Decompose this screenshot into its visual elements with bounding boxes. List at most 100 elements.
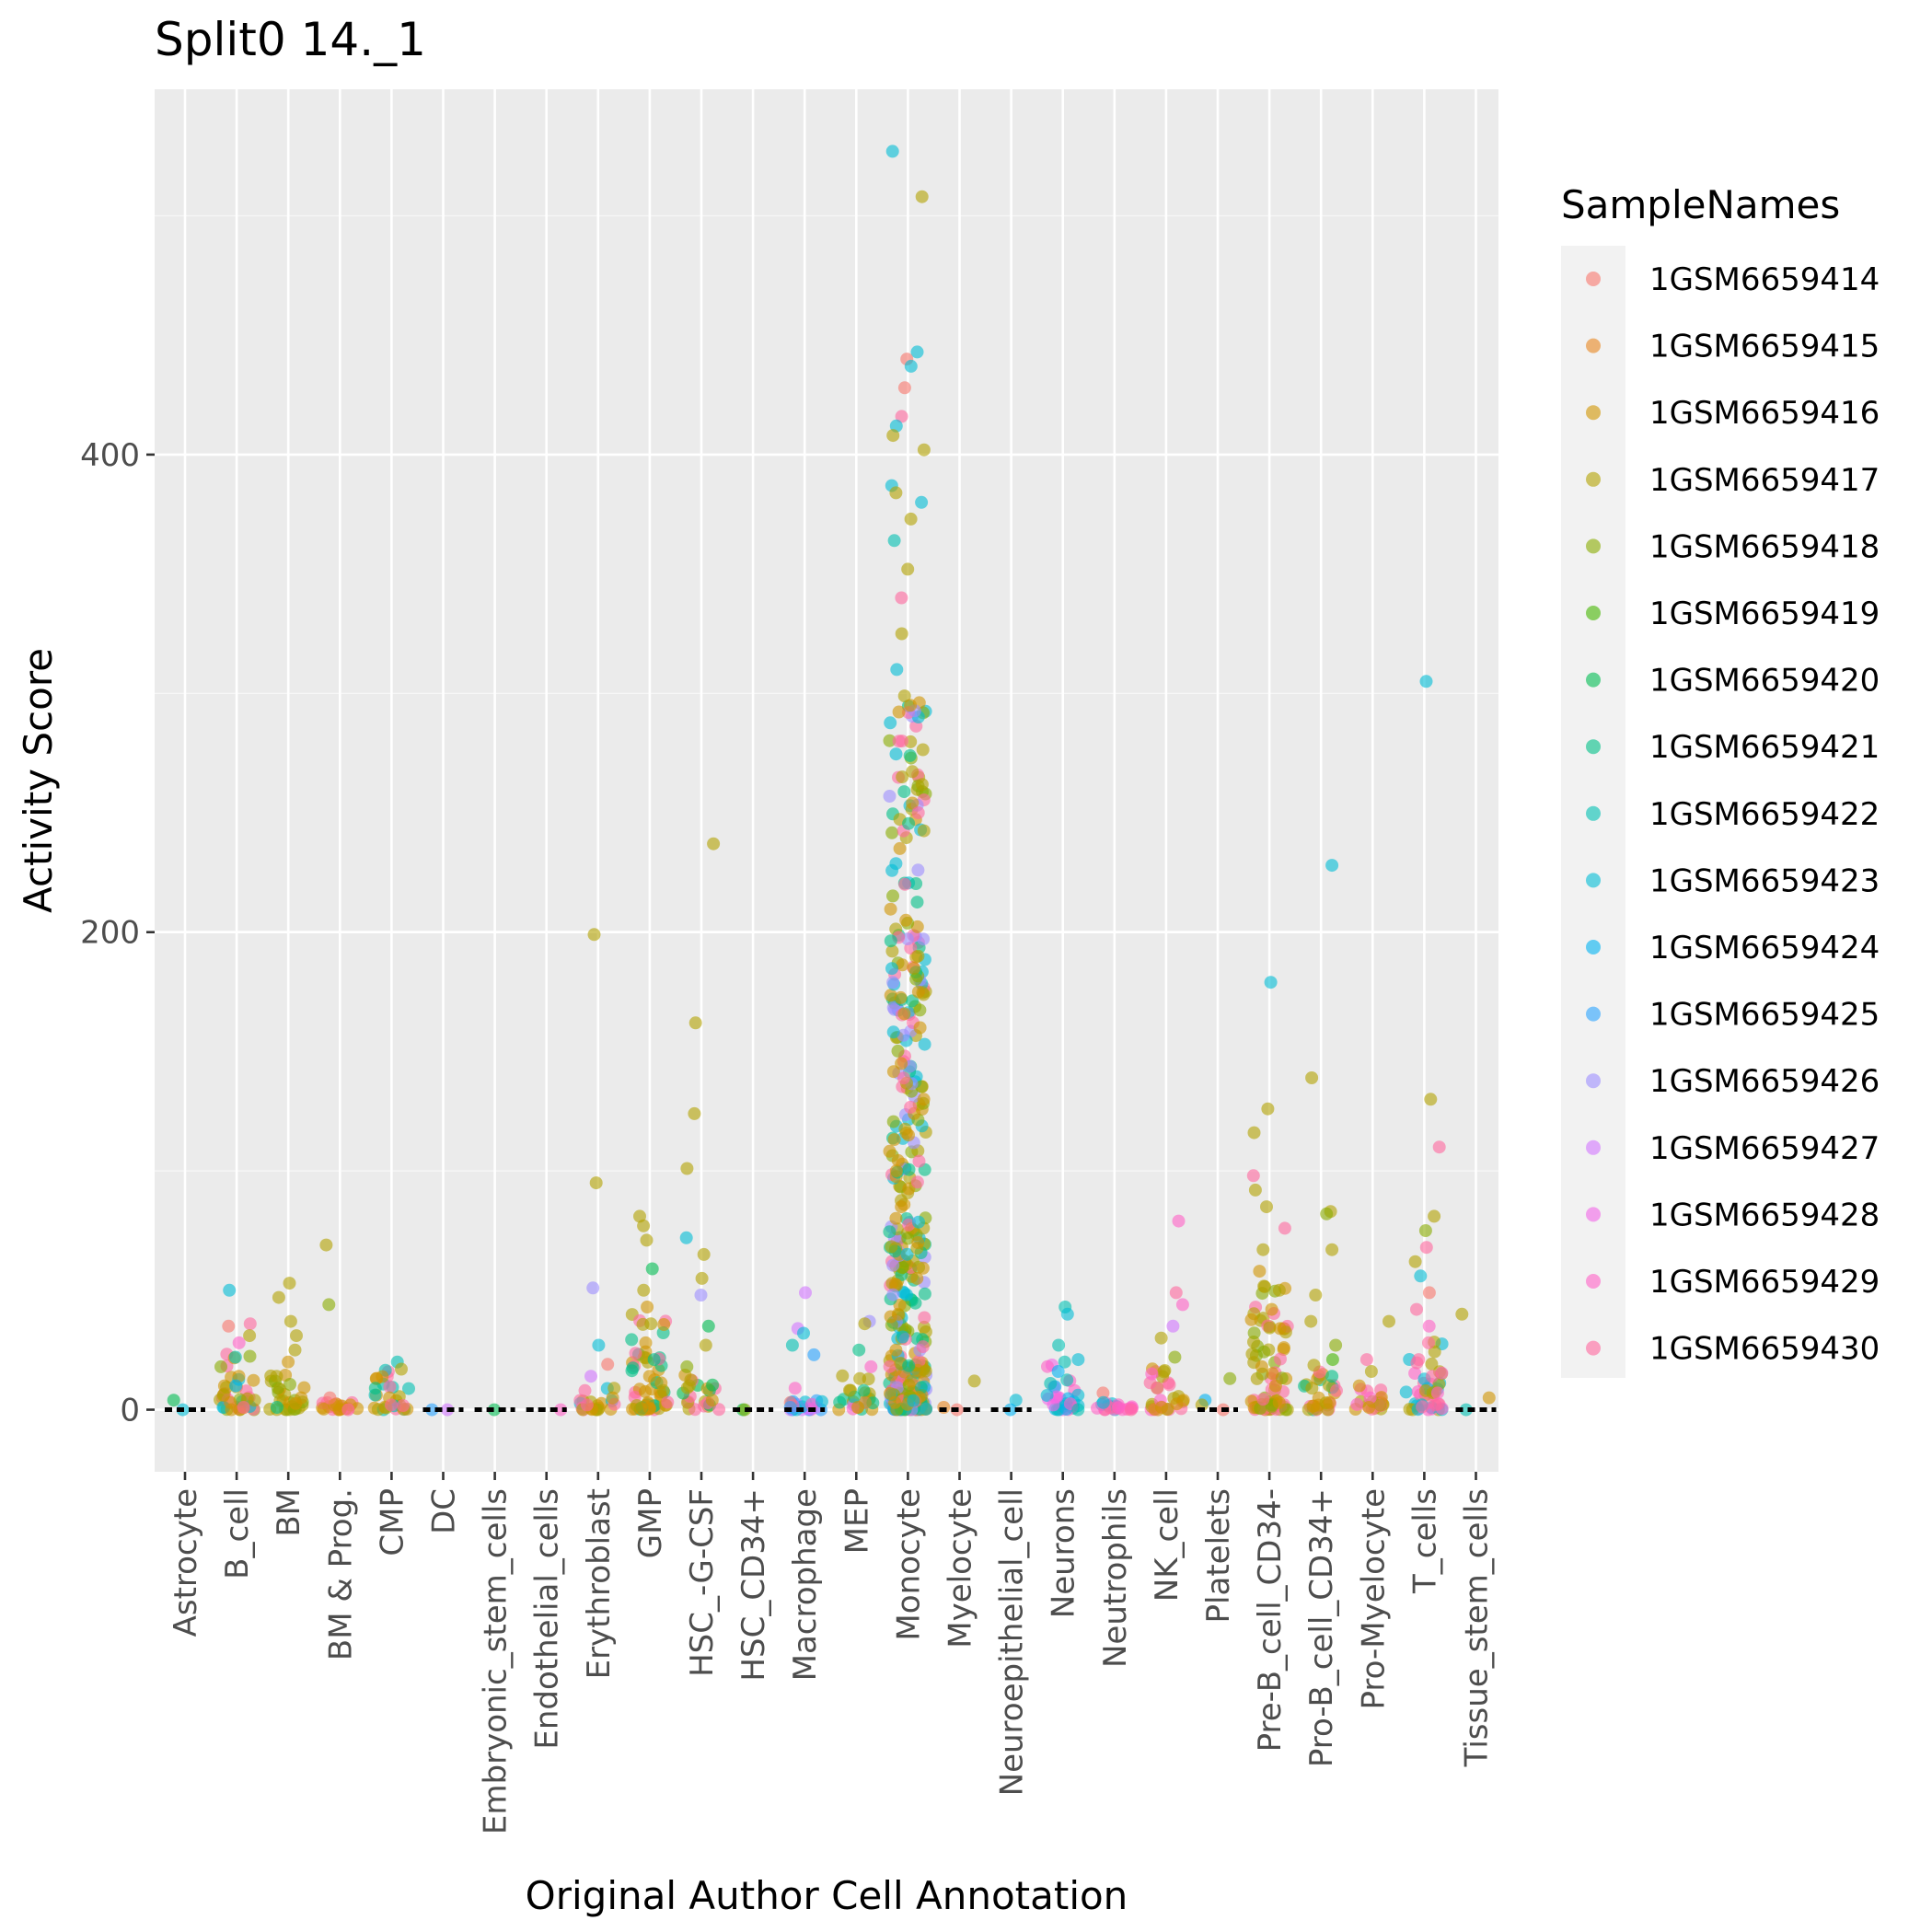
data-point <box>897 1028 910 1042</box>
data-point <box>1373 1398 1387 1412</box>
data-point <box>270 1370 283 1383</box>
data-point <box>1412 1353 1426 1367</box>
data-point <box>1071 1353 1085 1367</box>
data-point <box>243 1349 257 1363</box>
data-point <box>889 1211 903 1225</box>
data-point <box>911 806 925 819</box>
data-point <box>1482 1391 1496 1405</box>
data-point <box>904 359 918 373</box>
data-point <box>701 1319 715 1333</box>
data-point <box>1277 1341 1290 1355</box>
x-tick-label-platelets: Platelets <box>1200 1488 1237 1623</box>
data-point <box>891 1044 905 1058</box>
data-point <box>1044 1377 1058 1390</box>
data-point <box>1256 1243 1270 1256</box>
data-point <box>341 1403 355 1417</box>
data-point <box>425 1403 439 1417</box>
data-point <box>383 1380 397 1394</box>
data-point <box>1112 1401 1126 1414</box>
data-point <box>913 1021 927 1035</box>
data-point <box>908 1296 922 1310</box>
legend-key-1GSM6659430 <box>1586 1340 1601 1356</box>
data-point <box>897 1007 911 1021</box>
data-point <box>893 841 907 855</box>
legend-label-1GSM6659422: 1GSM6659422 <box>1649 796 1880 833</box>
data-point <box>1273 1322 1287 1336</box>
legend-title: SampleNames <box>1561 182 1840 227</box>
data-point <box>578 1383 592 1397</box>
data-point <box>644 1317 658 1331</box>
data-point <box>907 1394 920 1407</box>
data-point <box>908 962 920 975</box>
data-point <box>1154 1331 1168 1345</box>
data-point <box>1246 1169 1260 1183</box>
data-point <box>902 1163 916 1176</box>
data-point <box>1307 1359 1321 1372</box>
data-point <box>886 976 900 989</box>
data-point <box>906 796 920 810</box>
data-point <box>232 1336 246 1349</box>
x-tick-label-gmp: GMP <box>632 1488 669 1558</box>
data-point <box>1176 1394 1190 1407</box>
data-point <box>228 1350 242 1364</box>
data-point <box>1304 1314 1318 1328</box>
data-point <box>586 1281 600 1295</box>
data-point <box>900 1247 914 1261</box>
data-point <box>1329 1338 1343 1352</box>
data-point <box>883 1225 897 1239</box>
data-point <box>1247 1126 1261 1140</box>
data-point <box>916 1340 930 1354</box>
x-tick-label-b-cell: B_cell <box>219 1488 256 1579</box>
data-point <box>1305 1382 1319 1395</box>
data-point <box>1058 1355 1071 1369</box>
data-point <box>858 1317 872 1331</box>
data-point <box>920 1402 933 1416</box>
data-point <box>1325 1353 1339 1367</box>
legend-key-1GSM6659423 <box>1586 873 1601 888</box>
data-point <box>910 1271 924 1285</box>
data-point <box>1145 1367 1159 1381</box>
data-point <box>606 1391 619 1405</box>
data-point <box>1382 1314 1395 1328</box>
data-point <box>1096 1395 1110 1409</box>
data-point <box>1260 1200 1273 1214</box>
data-point <box>911 949 925 963</box>
data-point <box>917 443 931 457</box>
data-point <box>1410 1302 1423 1316</box>
data-point <box>807 1348 821 1361</box>
data-point <box>1306 1399 1320 1413</box>
data-point <box>910 345 924 359</box>
data-point <box>738 1403 751 1417</box>
x-tick-label-hsc-cd34: HSC_CD34+ <box>735 1488 772 1682</box>
data-point <box>1096 1386 1110 1400</box>
data-point <box>1422 1286 1436 1300</box>
data-point <box>1459 1403 1473 1417</box>
data-point <box>886 1288 900 1301</box>
data-point <box>554 1403 568 1417</box>
data-point <box>688 1106 701 1120</box>
data-points <box>167 145 1496 1417</box>
y-tick-label: 0 <box>120 1393 140 1429</box>
data-point <box>915 1080 929 1093</box>
legend-label-1GSM6659417: 1GSM6659417 <box>1649 462 1880 499</box>
data-point <box>904 512 918 526</box>
data-point <box>797 1326 810 1340</box>
legend-label-1GSM6659429: 1GSM6659429 <box>1649 1264 1880 1301</box>
gridlines <box>155 89 1498 1472</box>
data-point <box>699 1338 712 1352</box>
data-point <box>918 1037 931 1051</box>
data-point <box>629 1347 642 1360</box>
data-point <box>895 1057 908 1070</box>
data-point <box>1408 1367 1422 1380</box>
data-point <box>902 1218 916 1232</box>
data-point <box>889 1343 903 1357</box>
data-point <box>601 1358 615 1371</box>
data-point <box>694 1289 708 1301</box>
x-tick-label-astrocyte: Astrocyte <box>168 1488 204 1637</box>
data-point <box>641 1301 654 1313</box>
y-tick-label: 400 <box>80 437 140 474</box>
data-point <box>402 1382 415 1395</box>
data-point <box>889 857 903 871</box>
data-point <box>897 689 911 703</box>
data-point <box>1263 1321 1277 1335</box>
